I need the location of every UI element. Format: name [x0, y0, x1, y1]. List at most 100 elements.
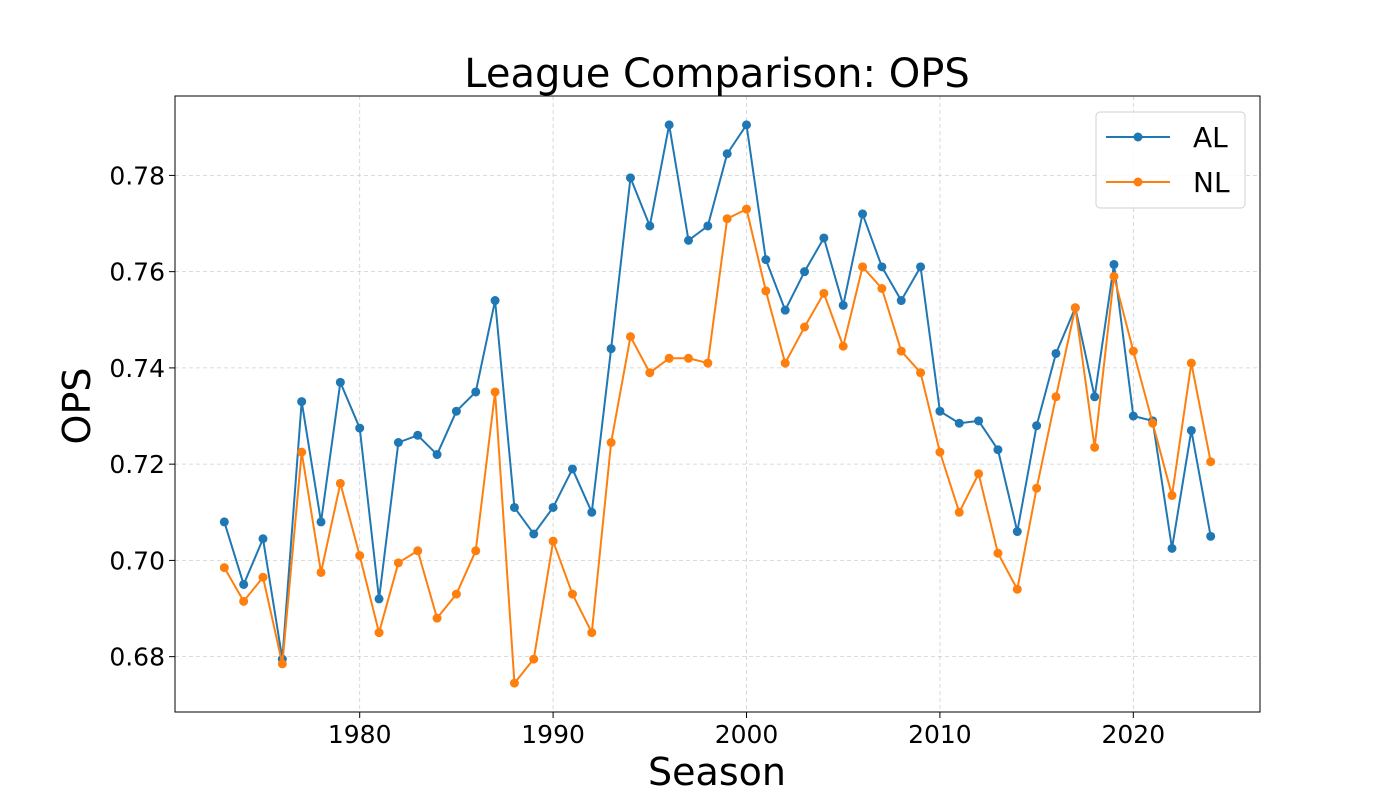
point-al: [683, 235, 693, 245]
point-al: [877, 262, 887, 272]
point-nl: [935, 447, 945, 457]
point-nl: [451, 589, 461, 599]
point-nl: [664, 353, 674, 363]
point-nl: [606, 438, 616, 447]
x-tick-label: 2010: [908, 720, 972, 749]
point-al: [858, 209, 868, 219]
point-nl: [896, 346, 906, 356]
chart-title: League Comparison: OPS: [464, 51, 969, 97]
point-nl: [393, 558, 403, 568]
point-nl: [1032, 483, 1042, 493]
point-al: [1167, 543, 1177, 553]
point-nl: [703, 358, 713, 368]
x-tick-label: 1980: [328, 720, 392, 749]
point-al: [297, 397, 307, 407]
point-al: [451, 406, 461, 416]
point-nl: [800, 322, 810, 332]
point-nl: [1206, 457, 1216, 467]
y-axis-label: OPS: [55, 368, 99, 445]
point-nl: [819, 288, 829, 298]
point-nl: [548, 536, 558, 546]
point-nl: [219, 563, 229, 573]
series-line-nl: [223, 208, 1212, 685]
point-al: [355, 423, 365, 433]
point-al: [374, 594, 384, 604]
point-al: [664, 120, 674, 130]
point-al: [587, 507, 597, 517]
y-tick-label: 0.70: [109, 546, 165, 575]
point-al: [471, 387, 481, 397]
point-nl: [1109, 271, 1119, 281]
point-al: [529, 529, 539, 539]
point-al: [219, 517, 229, 527]
point-nl: [239, 596, 249, 606]
point-nl: [316, 567, 326, 577]
point-nl: [974, 469, 984, 479]
point-al: [1090, 392, 1100, 402]
point-nl: [529, 654, 539, 664]
point-nl: [645, 368, 655, 378]
point-nl: [683, 353, 693, 363]
point-al: [1186, 425, 1196, 435]
y-tick-label: 0.68: [109, 643, 165, 672]
point-al: [239, 579, 249, 589]
point-nl: [1051, 392, 1061, 402]
point-al: [393, 438, 403, 447]
point-nl: [509, 678, 519, 688]
point-al: [1109, 259, 1119, 269]
point-nl: [335, 478, 345, 488]
x-axis: 1980 1990 2000 2010 2020: [328, 712, 1165, 749]
point-nl: [858, 262, 868, 272]
point-nl: [1090, 442, 1100, 452]
point-al: [954, 418, 964, 428]
point-al: [413, 430, 423, 440]
point-al: [703, 221, 713, 231]
point-nl: [1070, 303, 1080, 313]
point-al: [335, 377, 345, 387]
point-nl: [722, 214, 732, 224]
point-al: [490, 296, 500, 306]
point-nl: [1186, 358, 1196, 368]
y-axis: 0.68 0.70 0.72 0.74 0.76 0.78: [109, 161, 175, 672]
legend-label-nl: NL: [1193, 166, 1230, 199]
point-nl: [413, 546, 423, 556]
point-nl: [297, 447, 307, 457]
legend-marker-nl: [1133, 177, 1143, 187]
point-nl: [471, 546, 481, 556]
point-al: [916, 262, 926, 272]
point-al: [509, 502, 519, 512]
point-nl: [916, 368, 926, 378]
point-nl: [1128, 346, 1138, 356]
x-tick-label: 2020: [1102, 720, 1166, 749]
point-al: [838, 300, 848, 310]
y-tick-label: 0.76: [109, 258, 165, 287]
point-al: [1128, 411, 1138, 421]
point-nl: [490, 387, 500, 397]
series-line-al: [223, 123, 1212, 661]
point-nl: [258, 572, 268, 582]
point-nl: [277, 659, 287, 669]
point-al: [625, 173, 635, 183]
point-al: [761, 255, 771, 265]
legend-label-al: AL: [1193, 121, 1228, 154]
point-nl: [625, 332, 635, 342]
point-al: [1206, 531, 1216, 541]
y-tick-label: 0.74: [109, 354, 165, 383]
point-al: [800, 267, 810, 277]
point-al: [722, 149, 732, 159]
point-al: [742, 120, 752, 130]
point-nl: [877, 284, 887, 293]
point-al: [316, 517, 326, 527]
point-al: [1051, 348, 1061, 358]
point-al: [1012, 527, 1022, 537]
legend-marker-al: [1133, 132, 1143, 142]
point-al: [993, 445, 1003, 455]
point-nl: [1012, 584, 1022, 594]
point-al: [606, 344, 616, 354]
point-nl: [355, 551, 365, 561]
point-nl: [567, 589, 577, 599]
y-tick-label: 0.78: [109, 161, 165, 190]
point-nl: [838, 341, 848, 351]
point-al: [432, 450, 442, 460]
